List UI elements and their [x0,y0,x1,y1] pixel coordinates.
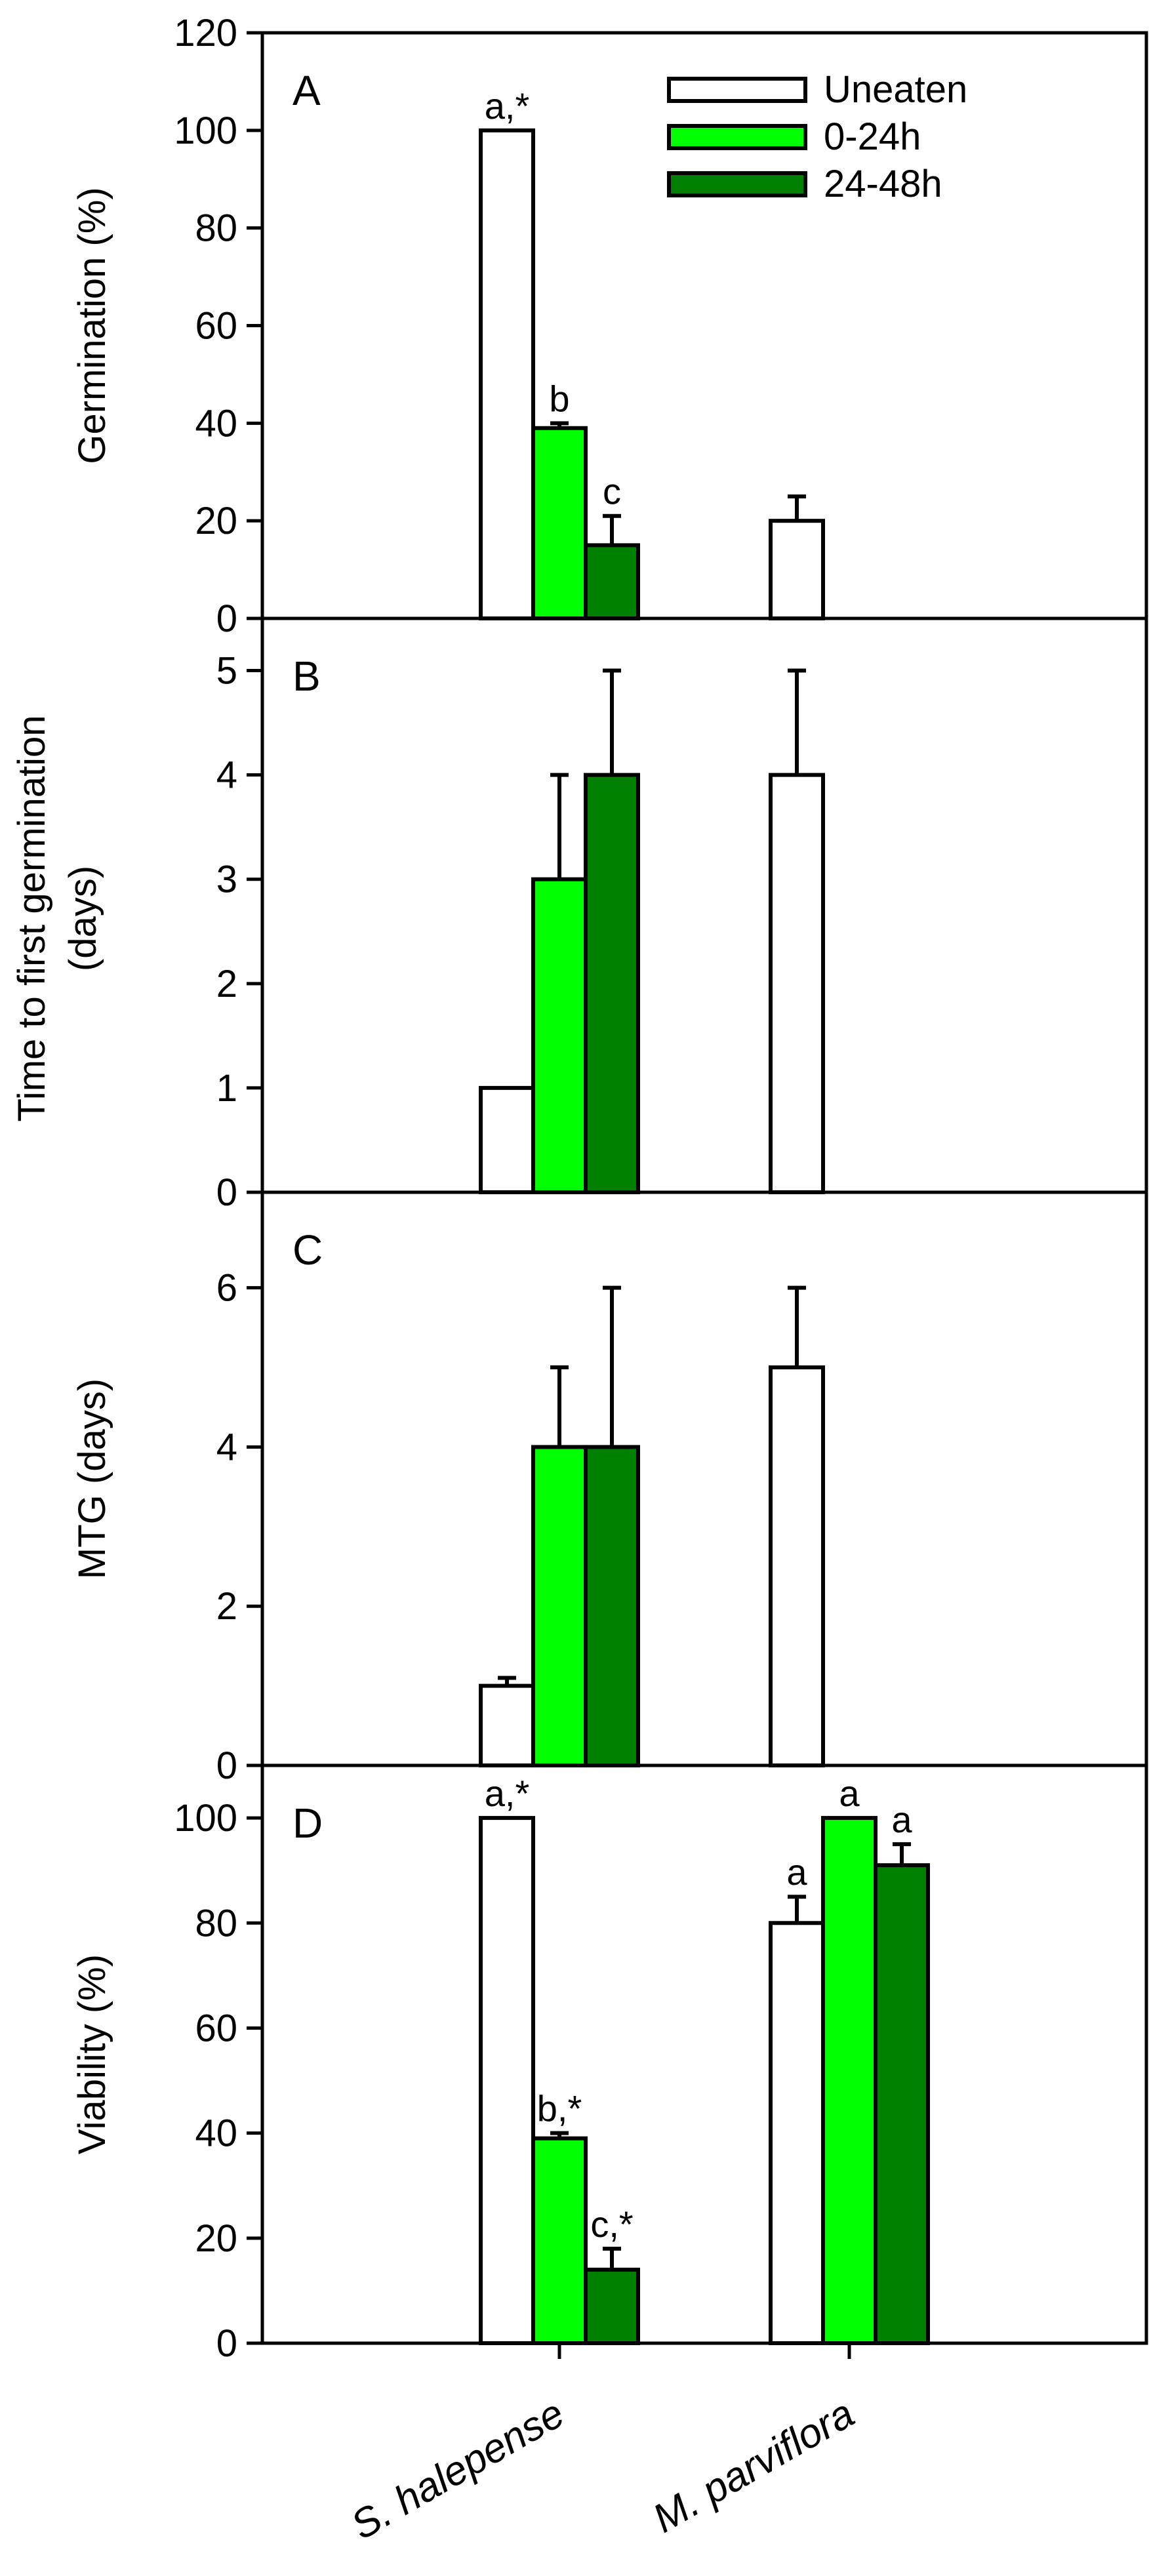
bar-letter-label: a [786,1851,807,1893]
y-tick-label: 60 [195,2007,237,2049]
bar [479,1085,535,1194]
bar-letter-label: c,* [590,2204,633,2245]
y-tick-label: 3 [216,858,237,901]
bar-letter-label: a,* [485,1773,530,1814]
legend-swatch [667,124,807,150]
y-tick-label: 80 [195,1902,237,1944]
y-axis-title: MTG (days) [71,1379,113,1579]
y-axis-title: Germination (%) [71,187,113,464]
bar [769,773,825,1194]
bar [531,2136,588,2346]
bar-letter-label: b,* [537,2088,582,2129]
y-tick-label: 0 [216,597,237,640]
bar [584,1445,640,1767]
y-tick-label: 5 [216,650,237,693]
bar [479,1683,535,1767]
panel-c: 0 2 4 6 MTG (days) C [71,1190,1148,1787]
bar [769,519,825,621]
y-tick-label: 100 [174,1797,237,1840]
y-tick-label: 20 [195,500,237,542]
y-axis-title-line: Time to first germination [10,715,53,1122]
bar [479,1816,535,2345]
bar [769,1921,825,2345]
y-tick-label: 80 [195,207,237,250]
category-label: S. halepense [344,2390,572,2548]
bar [584,773,640,1194]
y-tick-label: 20 [195,2217,237,2260]
y-tick-label: 120 [174,12,237,54]
panel-letter: D [292,1800,323,1847]
y-tick-label: 4 [216,1426,237,1468]
panel-a: 0 20 40 60 80 100 120 Germination (%) A a,* b c [71,12,1148,640]
y-tick-label: 2 [216,963,237,1005]
panel-letter: B [292,653,321,700]
panel-d: 0 20 40 60 80 100 Viability (%) Da,* a b,* a c,* a [71,1763,1148,2365]
panel-frame [260,1190,1148,1767]
bar-letter-label: a,* [485,85,530,127]
legend-label: 24-48h [824,163,942,205]
y-tick-label: 2 [216,1585,237,1628]
y-tick-label: 4 [216,754,237,797]
bar [531,1445,588,1767]
legend-label: 0-24h [824,115,921,158]
y-tick-label: 0 [216,1744,237,1787]
y-tick-label: 40 [195,2112,237,2155]
bar-letter-label: a [839,1773,860,1814]
panel-frame [260,616,1148,1194]
bar [531,426,588,621]
y-tick-label: 0 [216,2322,237,2365]
bar [584,543,640,620]
bar [874,1863,930,2345]
panel-letter: C [292,1226,323,1274]
bar [479,128,535,621]
panel-frame [260,31,1148,620]
legend-swatch [667,171,807,197]
legend-swatch [667,77,807,103]
category-label: M. parviflora [645,2390,862,2541]
y-tick-label: 1 [216,1067,237,1110]
bar-letter-label: b [549,378,569,419]
y-axis-title: Viability (%) [71,1954,113,2154]
y-tick-label: 0 [216,1171,237,1214]
bar-letter-label: c [603,471,621,512]
y-tick-label: 40 [195,402,237,445]
y-tick-label: 100 [174,110,237,152]
panel-letter: A [292,67,321,114]
panel-frame [260,1763,1148,2345]
y-tick-label: 6 [216,1267,237,1310]
bar-letter-label: a [891,1799,912,1840]
bar [531,877,588,1195]
bar [821,1816,877,2345]
y-tick-label: 60 [195,305,237,348]
y-axis-title-line: (days) [62,866,104,971]
panel-b: 0 1 2 3 4 5 Time to first germination (days) B [10,616,1148,1214]
bar [769,1365,825,1768]
bar [584,2267,640,2346]
legend-label: Uneaten [824,68,967,111]
